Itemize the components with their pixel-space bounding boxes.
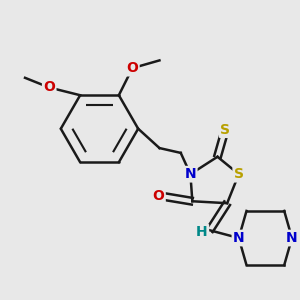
Text: O: O	[153, 189, 164, 203]
Text: N: N	[184, 167, 196, 181]
Text: O: O	[43, 80, 55, 94]
Text: S: S	[234, 167, 244, 181]
Text: S: S	[220, 123, 230, 137]
Text: N: N	[233, 231, 244, 245]
Text: H: H	[196, 225, 208, 239]
Text: N: N	[286, 231, 298, 245]
Text: O: O	[126, 61, 138, 75]
